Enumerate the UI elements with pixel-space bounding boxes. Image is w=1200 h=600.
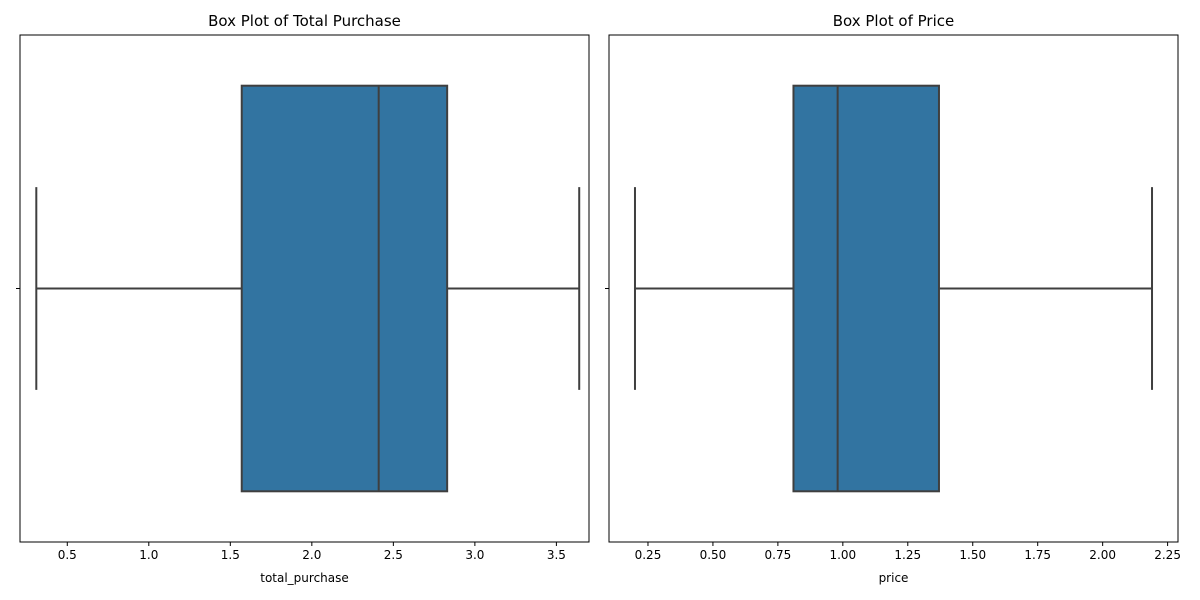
x-tick-label: 3.0 [465,548,484,562]
x-tick-label: 1.50 [959,548,986,562]
x-axis-label: price [879,571,909,585]
x-tick-label: 0.50 [700,548,727,562]
x-tick-label: 2.00 [1089,548,1116,562]
chart-panel-price: Box Plot of Price 0.25 0.50 0.75 1.00 1.25 1.5… [605,12,1181,585]
iqr-box [240,84,449,493]
x-axis-label: total_purchase [260,571,349,585]
x-tick-label: 3.5 [547,548,566,562]
x-tick-label: 2.25 [1154,548,1181,562]
iqr-box [792,84,940,493]
x-tick-label: 1.25 [894,548,921,562]
chart-panel-total-purchase: Box Plot of Total Purchase 0.5 1.0 1.5 2.0 2.… [16,12,590,585]
x-tick-label: 0.5 [58,548,77,562]
x-tick-label: 2.5 [384,548,403,562]
x-tick-label: 0.75 [765,548,792,562]
x-tick-label: 1.0 [139,548,158,562]
x-tick-label: 1.00 [829,548,856,562]
x-tick-label: 1.5 [221,548,240,562]
chart-title: Box Plot of Total Purchase [208,12,401,30]
x-tick-label: 2.0 [302,548,321,562]
x-tick-label: 0.25 [635,548,662,562]
chart-title: Box Plot of Price [833,12,955,30]
x-tick-label: 1.75 [1024,548,1051,562]
